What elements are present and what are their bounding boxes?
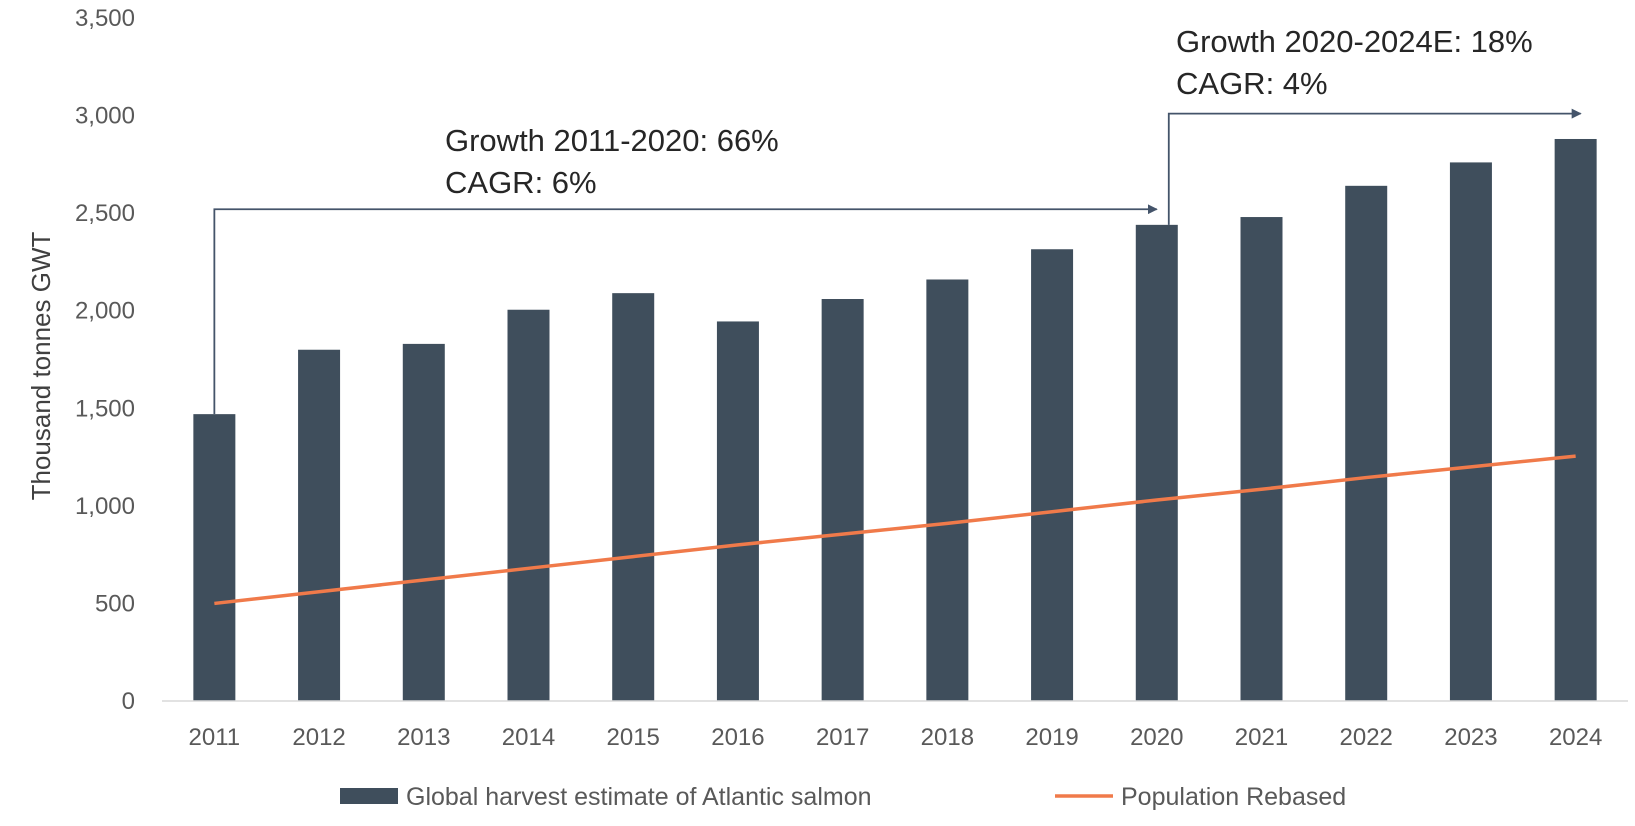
- bar: [612, 293, 655, 701]
- x-tick-label: 2021: [1235, 724, 1288, 751]
- x-tick-label: 2019: [1025, 724, 1078, 751]
- x-tick-label: 2023: [1444, 724, 1497, 751]
- annotations: Growth 2011-2020: 66% CAGR: 6% Growth 2020…: [213, 24, 1582, 415]
- legend-label: Population Rebased: [1121, 783, 1346, 811]
- growth-arrow-2011-2020: [213, 204, 1158, 415]
- y-tick-label: 1,000: [75, 493, 135, 520]
- bar-series: [193, 138, 1597, 702]
- x-tick-label: 2017: [816, 724, 869, 751]
- bar: [1031, 249, 1074, 701]
- bar: [298, 349, 341, 701]
- x-tick-label: 2016: [711, 724, 764, 751]
- x-tick-label: 2018: [921, 724, 974, 751]
- y-tick-label: 3,000: [75, 103, 135, 130]
- bar: [507, 309, 550, 701]
- annotation-text: Growth 2020-2024E: 18%: [1176, 24, 1533, 59]
- annotation-text: Growth 2011-2020: 66%: [445, 123, 779, 158]
- x-tick-label: 2015: [607, 724, 660, 751]
- y-tick-label: 1,500: [75, 395, 135, 422]
- x-tick-label: 2022: [1340, 724, 1393, 751]
- bar: [926, 279, 969, 701]
- legend: Global harvest estimate of Atlantic salm…: [340, 783, 1346, 811]
- x-tick-label: 2011: [189, 724, 241, 751]
- bar: [1554, 138, 1597, 701]
- x-tick-label: 2013: [397, 724, 450, 751]
- x-tick-label: 2012: [292, 724, 345, 751]
- bar: [1240, 217, 1283, 701]
- bar: [1449, 162, 1492, 702]
- x-tick-label: 2014: [502, 724, 555, 751]
- population-line: [214, 454, 1576, 606]
- line-series: [214, 454, 1576, 606]
- bar: [1345, 185, 1388, 701]
- bar: [821, 299, 864, 701]
- legend-swatch-bar: [340, 788, 398, 804]
- legend-label: Global harvest estimate of Atlantic salm…: [406, 783, 872, 811]
- y-axis-ticks: 0 500 1,000 1,500 2,000 2,500 3,000 3,500: [75, 5, 135, 715]
- y-tick-label: 500: [95, 590, 135, 617]
- x-tick-label: 2024: [1549, 724, 1602, 751]
- x-axis-ticks: 2011 2012 2013 2014 2015 2016 2017 2018 2019 2020…: [189, 724, 1603, 751]
- bar: [402, 343, 445, 701]
- y-tick-label: 2,500: [75, 200, 135, 227]
- bar: [716, 321, 759, 701]
- y-axis-label: Thousand tonnes GWT: [26, 231, 56, 500]
- annotation-text: CAGR: 6%: [445, 165, 597, 200]
- x-tick-label: 2020: [1130, 724, 1183, 751]
- bar: [193, 414, 236, 701]
- bar: [1135, 224, 1178, 701]
- annotation-text: CAGR: 4%: [1176, 66, 1328, 101]
- y-tick-label: 0: [122, 688, 135, 715]
- y-tick-label: 2,000: [75, 298, 135, 325]
- y-tick-label: 3,500: [75, 5, 135, 32]
- growth-arrow-2020-2024: [1167, 108, 1582, 225]
